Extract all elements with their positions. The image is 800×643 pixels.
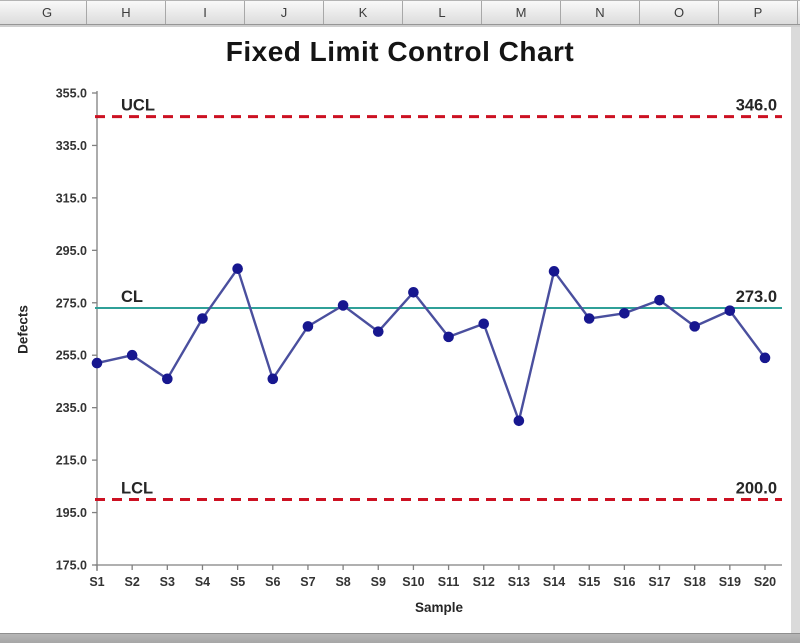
x-tick-label-S2: S2 — [125, 575, 140, 589]
series-line — [96, 267, 766, 422]
ucl-value: 346.0 — [736, 97, 777, 115]
data-point-S7 — [302, 321, 314, 332]
lcl-value: 200.0 — [736, 479, 777, 497]
y-tick-label: 275.0 — [56, 296, 87, 310]
column-header-H[interactable]: H — [87, 1, 166, 24]
y-tick-label: 355.0 — [56, 87, 87, 101]
column-header-G[interactable]: G — [8, 1, 87, 24]
x-tick-label-S7: S7 — [300, 575, 315, 589]
x-tick-label-S13: S13 — [508, 575, 530, 589]
y-tick-label: 235.0 — [56, 401, 87, 415]
column-header-J[interactable]: J — [245, 1, 324, 24]
column-header-M[interactable]: M — [482, 1, 561, 24]
data-point-S11 — [443, 331, 454, 343]
y-tick-label: 175.0 — [56, 559, 87, 573]
data-point-S12 — [478, 318, 490, 330]
y-axis-title: Defects — [15, 305, 31, 354]
chart-title: Fixed Limit Control Chart — [225, 36, 575, 67]
y-tick-label: 315.0 — [56, 191, 87, 205]
column-header-I[interactable]: I — [166, 1, 245, 24]
cl-label: CL — [121, 288, 143, 306]
data-point-S6 — [267, 373, 279, 385]
x-tick-label-S17: S17 — [648, 575, 670, 589]
x-tick-label-S4: S4 — [195, 575, 210, 589]
data-point-S2 — [126, 349, 138, 361]
y-tick-label: 195.0 — [56, 506, 87, 520]
column-header-N[interactable]: N — [561, 1, 640, 24]
data-point-S1 — [91, 357, 103, 369]
data-point-S5 — [232, 263, 243, 274]
data-point-S13 — [513, 415, 525, 427]
data-point-S9 — [372, 326, 384, 337]
header-shadow-divider — [0, 25, 800, 27]
data-point-S18 — [689, 321, 700, 332]
x-tick-label-S19: S19 — [719, 575, 741, 589]
column-header-O[interactable]: O — [640, 1, 719, 24]
x-axis-title: Sample — [414, 600, 464, 615]
x-tick-label-S9: S9 — [371, 575, 386, 589]
column-header-P[interactable]: P — [719, 1, 798, 24]
data-point-S20 — [759, 352, 771, 364]
x-tick-label-S8: S8 — [335, 575, 350, 589]
column-header-K[interactable]: K — [324, 1, 403, 24]
x-tick-label-S3: S3 — [160, 575, 175, 589]
x-tick-label-S11: S11 — [438, 575, 460, 589]
column-header-L[interactable]: L — [403, 1, 482, 24]
y-tick-label: 255.0 — [56, 349, 87, 363]
data-point-S3 — [162, 373, 173, 385]
window-right-edge — [791, 25, 800, 633]
y-tick-label: 295.0 — [56, 244, 87, 258]
x-tick-label-S6: S6 — [265, 575, 280, 589]
cl-value: 273.0 — [736, 288, 777, 306]
data-point-S16 — [619, 307, 630, 319]
x-tick-label-S1: S1 — [89, 575, 104, 589]
x-tick-label-S15: S15 — [578, 575, 600, 589]
data-point-S8 — [337, 300, 349, 311]
data-point-S14 — [548, 266, 560, 277]
data-point-S17 — [654, 294, 665, 306]
y-tick-label: 335.0 — [56, 139, 87, 153]
data-point-S15 — [583, 313, 595, 324]
x-tick-label-S5: S5 — [230, 575, 245, 589]
x-tick-label-S12: S12 — [473, 575, 495, 589]
y-tick-label: 215.0 — [56, 454, 87, 468]
data-point-S4 — [197, 313, 208, 324]
x-tick-label-S20: S20 — [754, 575, 776, 589]
x-tick-label-S18: S18 — [684, 575, 706, 589]
data-point-S19 — [724, 305, 736, 316]
ucl-label: UCL — [121, 97, 155, 115]
x-tick-label-S14: S14 — [543, 575, 565, 589]
data-point-S10 — [408, 286, 419, 298]
horizontal-scrollbar[interactable] — [0, 633, 800, 643]
x-tick-label-S10: S10 — [402, 575, 424, 589]
lcl-label: LCL — [121, 479, 153, 497]
x-tick-label-S16: S16 — [613, 575, 635, 589]
